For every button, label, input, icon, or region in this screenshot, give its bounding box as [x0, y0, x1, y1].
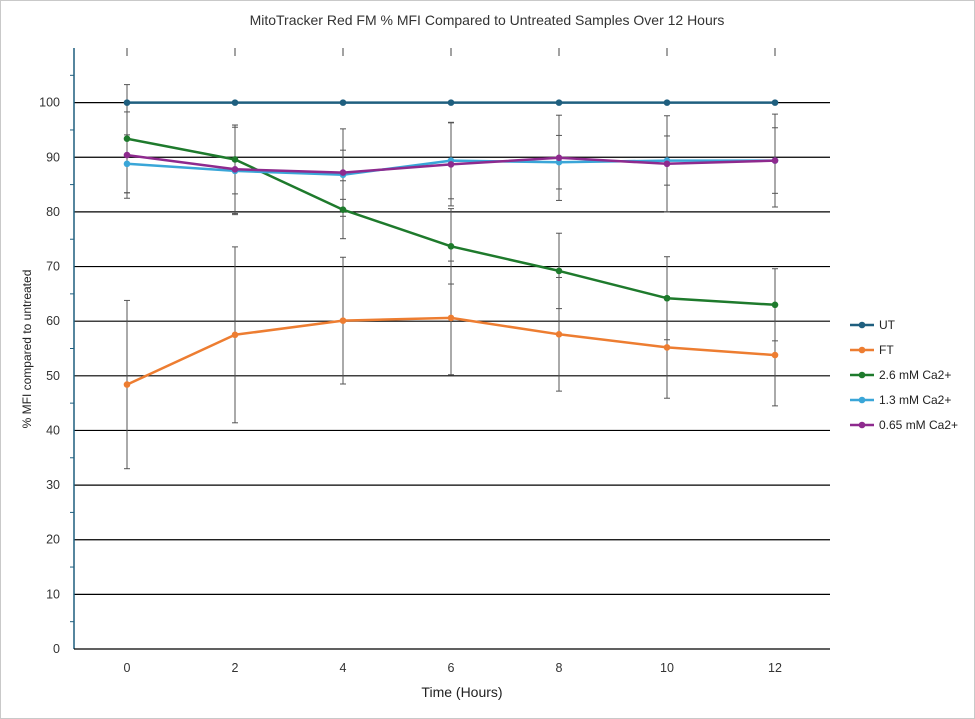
- x-tick-label-2: 2: [232, 661, 239, 675]
- data-point: [555, 99, 563, 106]
- data-point: [771, 99, 779, 106]
- data-point: [339, 169, 347, 176]
- data-point: [663, 160, 671, 168]
- data-point: [663, 294, 671, 302]
- x-tick-label-8: 8: [556, 661, 563, 675]
- data-point: [771, 157, 779, 164]
- series-lines: [123, 99, 779, 388]
- y-tick-label-80: 80: [46, 205, 60, 219]
- y-tick-label-70: 70: [46, 260, 60, 274]
- axes: 0 10 20 30 40 50 60 70 80 90 100 0 2 4 6 8 10 12: [39, 48, 830, 675]
- data-point: [447, 161, 455, 168]
- legend-label: FT: [879, 343, 894, 357]
- legend-label: 1.3 mM Ca2+: [879, 393, 951, 407]
- legend-swatch-marker: [858, 396, 866, 404]
- data-point: [123, 99, 131, 106]
- y-tick-label-90: 90: [46, 150, 60, 164]
- data-point: [123, 381, 131, 388]
- legend-label: UT: [879, 318, 896, 332]
- data-point: [555, 154, 563, 162]
- legend: UT FT 2.6 mM Ca2+ 1.3 mM Ca2+ 0.65 mM Ca2+: [850, 318, 958, 432]
- legend-label: 0.65 mM Ca2+: [879, 418, 958, 432]
- data-point: [663, 344, 671, 351]
- y-tick-label-50: 50: [46, 369, 60, 383]
- data-point: [231, 156, 239, 163]
- data-point: [447, 314, 455, 322]
- data-point: [771, 301, 779, 309]
- chart-title: MitoTracker Red FM % MFI Compared to Unt…: [250, 12, 725, 28]
- data-point: [123, 160, 131, 168]
- y-tick-label-30: 30: [46, 478, 60, 492]
- gridlines: [74, 102, 830, 595]
- data-point: [123, 151, 131, 159]
- data-point: [663, 99, 671, 106]
- data-point: [339, 99, 347, 106]
- legend-swatch-marker: [858, 321, 866, 329]
- legend-swatch-marker: [858, 421, 866, 429]
- x-tick-label-6: 6: [448, 661, 455, 675]
- y-tick-label-60: 60: [46, 314, 60, 328]
- legend-swatch-marker: [858, 371, 866, 379]
- data-point: [771, 351, 779, 359]
- error-bars: [124, 84, 778, 470]
- legend-label: 2.6 mM Ca2+: [879, 368, 951, 382]
- data-point: [447, 243, 455, 250]
- data-point: [447, 99, 455, 106]
- x-tick-label-4: 4: [340, 661, 347, 675]
- x-tick-label-10: 10: [660, 661, 674, 675]
- data-point: [555, 267, 563, 275]
- data-point: [123, 135, 131, 142]
- x-tick-label-12: 12: [768, 661, 782, 675]
- x-axis-label: Time (Hours): [421, 684, 502, 700]
- data-point: [339, 317, 347, 324]
- y-tick-label-10: 10: [46, 587, 60, 601]
- y-axis-label: % MFI compared to untreated: [20, 270, 34, 429]
- y-tick-label-20: 20: [46, 533, 60, 547]
- legend-swatch-marker: [858, 346, 866, 354]
- y-tick-label-40: 40: [46, 423, 60, 437]
- x-tick-label-0: 0: [124, 661, 131, 675]
- data-point: [231, 165, 239, 173]
- y-tick-label-0: 0: [53, 642, 60, 656]
- data-point: [231, 99, 239, 106]
- data-point: [555, 330, 563, 338]
- data-point: [339, 206, 347, 214]
- y-tick-label-100: 100: [39, 96, 60, 110]
- data-point: [231, 331, 239, 339]
